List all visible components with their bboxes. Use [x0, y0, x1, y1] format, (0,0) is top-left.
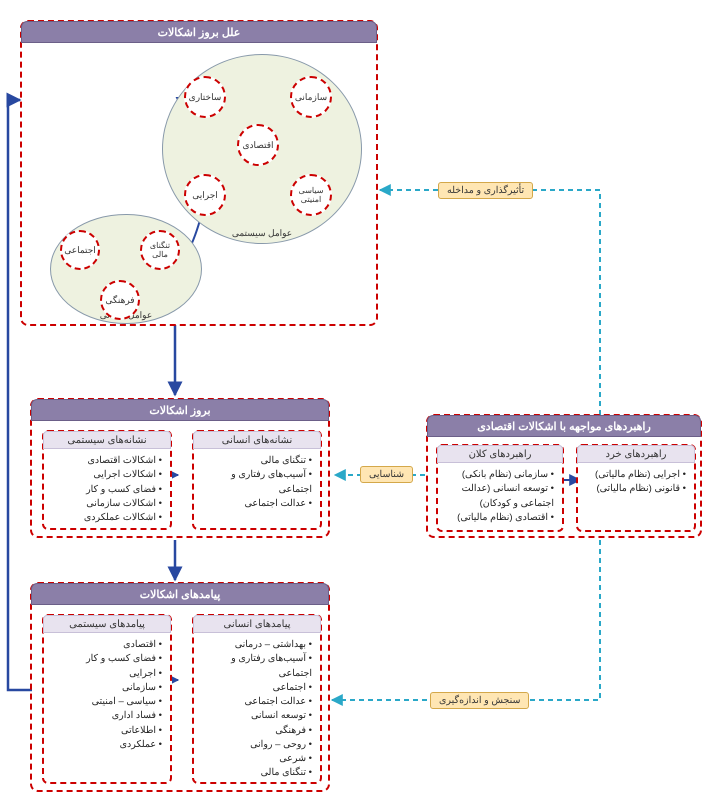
- list-item: تنگنای مالی: [202, 454, 312, 468]
- list-item: اشکالات اجرایی: [52, 468, 162, 482]
- subpanel-occ-human: نشانه‌های انسانی تنگنای مالی آسیب‌های رف…: [192, 430, 322, 530]
- list-item: سازمانی (نظام بانکی): [446, 468, 554, 482]
- list-item: قانونی (نظام مالیاتی): [586, 482, 686, 496]
- list-item: تنگنای مالی: [202, 766, 312, 780]
- subpanel-cons-systemic: پیامدهای سیستمی اقتصادی فضای کسب و کار ا…: [42, 614, 172, 784]
- list-item: فضای کسب و کار: [52, 483, 162, 497]
- list-strat-macro: سازمانی (نظام بانکی) توسعه انسانی (عدالت…: [446, 468, 554, 525]
- subpanel-cons-human: پیامدهای انسانی بهداشتی – درمانی آسیب‌ها…: [192, 614, 322, 784]
- list-strat-micro: اجرایی (نظام مالیاتی) قانونی (نظام مالیا…: [586, 468, 686, 497]
- label-measure: سنجش و اندازه‌گیری: [430, 692, 529, 709]
- list-item: آسیب‌های رفتاری و اجتماعی: [202, 468, 312, 497]
- subpanel-occ-systemic: نشانه‌های سیستمی اشکالات اقتصادی اشکالات…: [42, 430, 172, 530]
- label-identify: شناسایی: [360, 466, 413, 483]
- subpanel-strat-micro-title: راهبردهای خرد: [577, 445, 695, 463]
- group-systemic-label: عوامل سیستمی: [163, 228, 361, 239]
- list-item: توسعه انسانی (عدالت اجتماعی و کودکان): [446, 482, 554, 511]
- subpanel-cons-systemic-title: پیامدهای سیستمی: [43, 615, 171, 633]
- subpanel-strat-macro: راهبردهای کلان سازمانی (نظام بانکی) توسع…: [436, 444, 564, 532]
- list-item: اشکالات عملکردی: [52, 511, 162, 525]
- list-item: سیاسی – امنیتی: [52, 695, 162, 709]
- subpanel-strat-macro-title: راهبردهای کلان: [437, 445, 563, 463]
- panel-strategies: راهبردهای مواجهه با اشکالات اقتصادی راهب…: [426, 414, 702, 538]
- list-item: فساد اداری: [52, 709, 162, 723]
- subpanel-strat-micro: راهبردهای خرد اجرایی (نظام مالیاتی) قانو…: [576, 444, 696, 532]
- panel-occurrence-title: بروز اشکالات: [31, 399, 329, 421]
- list-cons-human: بهداشتی – درمانی آسیب‌های رفتاری و اجتما…: [202, 638, 312, 781]
- label-influence: تأثیرگذاری و مداخله: [438, 182, 533, 199]
- list-item: اطلاعاتی: [52, 724, 162, 738]
- panel-occurrence: بروز اشکالات نشانه‌های سیستمی اشکالات اق…: [30, 398, 330, 538]
- list-item: سازمانی: [52, 681, 162, 695]
- list-item: اشکالات اقتصادی: [52, 454, 162, 468]
- list-item: عدالت اجتماعی: [202, 497, 312, 511]
- panel-causes-title: علل بروز اشکالات: [21, 21, 377, 43]
- subpanel-cons-human-title: پیامدهای انسانی: [193, 615, 321, 633]
- list-occ-human: تنگنای مالی آسیب‌های رفتاری و اجتماعی عد…: [202, 454, 312, 511]
- node-organizational: سازمانی: [290, 76, 332, 118]
- list-item: توسعه انسانی: [202, 709, 312, 723]
- list-occ-systemic: اشکالات اقتصادی اشکالات اجرایی فضای کسب …: [52, 454, 162, 525]
- panel-consequences-title: پیامدهای اشکالات: [31, 583, 329, 605]
- list-item: فضای کسب و کار: [52, 652, 162, 666]
- list-item: اجتماعی: [202, 681, 312, 695]
- node-structural: ساختاری: [184, 76, 226, 118]
- node-financial: تنگنای مالی: [140, 230, 180, 270]
- list-item: اجرایی (نظام مالیاتی): [586, 468, 686, 482]
- panel-strategies-title: راهبردهای مواجهه با اشکالات اقتصادی: [427, 415, 701, 437]
- node-cultural: فرهنگی: [100, 280, 140, 320]
- list-item: اقتصادی (نظام مالیاتی): [446, 511, 554, 525]
- list-item: فرهنگی: [202, 724, 312, 738]
- list-cons-systemic: اقتصادی فضای کسب و کار اجرایی سازمانی سی…: [52, 638, 162, 752]
- list-item: آسیب‌های رفتاری و اجتماعی: [202, 652, 312, 681]
- panel-consequences: پیامدهای اشکالات پیامدهای سیستمی اقتصادی…: [30, 582, 330, 792]
- list-item: اشکالات سازمانی: [52, 497, 162, 511]
- panel-causes: علل بروز اشکالات عوامل سیستمی ساختاری سا…: [20, 20, 378, 326]
- node-economic: اقتصادی: [237, 124, 279, 166]
- list-item: اجرایی: [52, 667, 162, 681]
- list-item: بهداشتی – درمانی: [202, 638, 312, 652]
- list-item: روحی – روانی: [202, 738, 312, 752]
- list-item: اقتصادی: [52, 638, 162, 652]
- list-item: عملکردی: [52, 738, 162, 752]
- node-social: اجتماعی: [60, 230, 100, 270]
- node-executive: اجرایی: [184, 174, 226, 216]
- list-item: شرعی: [202, 752, 312, 766]
- node-political: سیاسی امنیتی: [290, 174, 332, 216]
- subpanel-occ-systemic-title: نشانه‌های سیستمی: [43, 431, 171, 449]
- subpanel-occ-human-title: نشانه‌های انسانی: [193, 431, 321, 449]
- list-item: عدالت اجتماعی: [202, 695, 312, 709]
